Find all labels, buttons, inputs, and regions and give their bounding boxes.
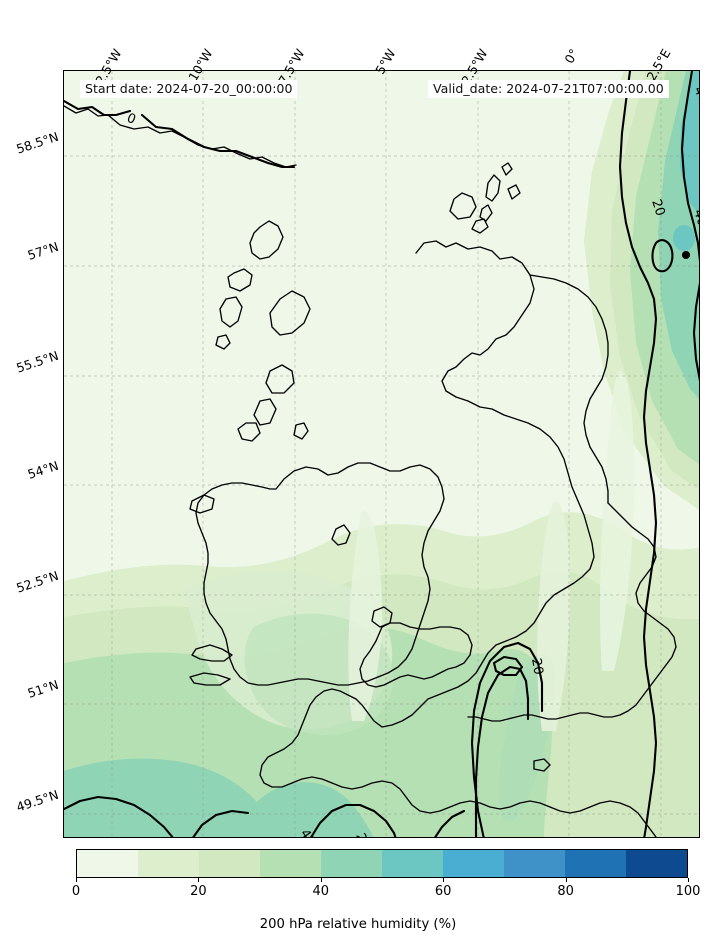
coastline-fetlar [507,184,521,200]
contour-40-sw [64,795,174,837]
coastline-beara [189,672,231,686]
y-tick-label-6: 58.5°N [14,128,61,157]
coastline-dingle [191,644,233,662]
coastline-islay [237,422,261,442]
colorbar-tick-label-4: 80 [557,884,574,899]
colorbar-tick-mark-4 [565,878,567,882]
colorbar-swatch-3 [260,850,321,877]
colorbar-swatch-9 [626,850,687,877]
map-gridlines [64,71,699,837]
colorbar-tick-mark-5 [688,878,689,882]
start-date-annotation: Start date: 2024-07-20_00:00:00 [80,80,298,99]
coastline-barra [215,334,231,350]
humidity-band-40-50-sw [64,758,283,837]
coastline-shetland [485,174,501,202]
contour-40-ne-b [692,282,699,382]
contour-lines [64,71,699,837]
colorbar-tick-mark-3 [443,878,445,882]
contour-20-ne [618,71,658,837]
coastline-anglesey [371,606,393,628]
coastline-orkney-b [471,218,489,234]
valid-date-annotation: Valid_date: 2024-07-21T07:00:00.00 [428,80,669,99]
colorbar-tick-mark-2 [320,878,322,882]
contour-label-40-ne-mid: 40 [690,208,699,228]
contour-0-nw [64,99,132,117]
colorbar-swatch-2 [199,850,260,877]
map-clip: 0 20 40 40 20 40 20 [64,71,699,837]
contour-label-20-channel: 20 [528,657,546,676]
coastline-great-britain [259,240,657,837]
contour-20-cotentin [492,655,524,677]
contour-20-dot-ne [681,250,691,260]
contour-0-nw-b [140,113,296,169]
colorbar-swatch-6 [443,850,504,877]
colorbar-swatch-7 [504,850,565,877]
coastline-isle-of-wight [533,758,551,772]
coastline-isle-of-man [331,524,351,546]
contour-label-40-south: 40 [297,827,319,837]
coastline-achill [189,494,215,514]
contour-20-loop-ne [651,239,674,273]
map-axes: 0 20 40 40 20 40 20 Start date: 2024-07-… [63,70,700,838]
colorbar-swatch-8 [565,850,626,877]
colorbar-swatch-5 [382,850,443,877]
contour-20-south [310,803,397,837]
contour-label-40-ne-top: 40 [690,84,699,105]
coastline-orkney [449,192,477,220]
y-tick-label-1: 51°N [25,677,61,702]
y-tick-label-4: 55.5°N [14,348,61,376]
map-plot: 0 20 40 40 20 40 20 [64,71,699,837]
contour-20-channel-loop [470,641,544,837]
colorbar-title: 200 hPa relative humidity (%) [259,917,457,932]
humidity-streak-east [599,371,635,671]
coastline-south-uist [219,296,243,328]
contour-40-ne [680,71,699,262]
contour-40-sw-b [192,809,250,837]
x-tick-label-5: 0° [561,46,582,67]
coastline-nw-fragment [64,105,297,168]
y-tick-label-2: 52.5°N [14,567,61,596]
coastline-arran [293,422,309,440]
coastline-lewis-harris [249,220,284,260]
coastline-skye [269,290,311,336]
humidity-band-40-50-celtic [234,782,374,837]
humidity-streak-wales [348,511,382,721]
coastline-ireland [195,462,445,686]
humidity-streak-central [537,501,570,731]
contour-label-20-south: 20 [352,831,372,837]
contour-20-channel-loop-east [474,665,530,837]
colorbar-tick-label-5: 100 [675,884,701,899]
coastline-fair-isle [501,162,513,176]
y-tick-label-0: 49.5°N [14,786,61,815]
y-tick-label-5: 57°N [25,238,61,263]
coastline-jura [253,398,277,426]
colorbar-swatch-4 [321,850,382,877]
y-tick-label-3: 54°N [25,457,61,482]
coastline-mull [265,364,295,394]
contour-label-20-ne: 20 [648,198,667,218]
colorbar-swatch-1 [138,850,199,877]
colorbar-tick-label-3: 60 [434,884,452,899]
coastline-shetland-south [479,204,493,222]
coastline-north-uist [227,268,253,292]
colorbar[interactable] [76,849,688,878]
colorbar-tick-label-0: 0 [71,884,81,899]
colorbar-tick-mark-0 [76,878,77,882]
coastline-wales [359,622,473,688]
coastlines [64,105,677,837]
coastline-east-scotland [529,274,609,504]
colorbar-swatch-0 [77,850,138,877]
colorbar-tick-label-1: 20 [190,884,207,899]
contour-20-south-b [434,809,466,837]
humidity-blob-ne [673,225,695,251]
contour-label-group: 0 20 40 40 20 40 20 [125,84,699,837]
colorbar-tick-mark-1 [198,878,200,882]
colorbar-tick-label-2: 40 [312,884,330,899]
